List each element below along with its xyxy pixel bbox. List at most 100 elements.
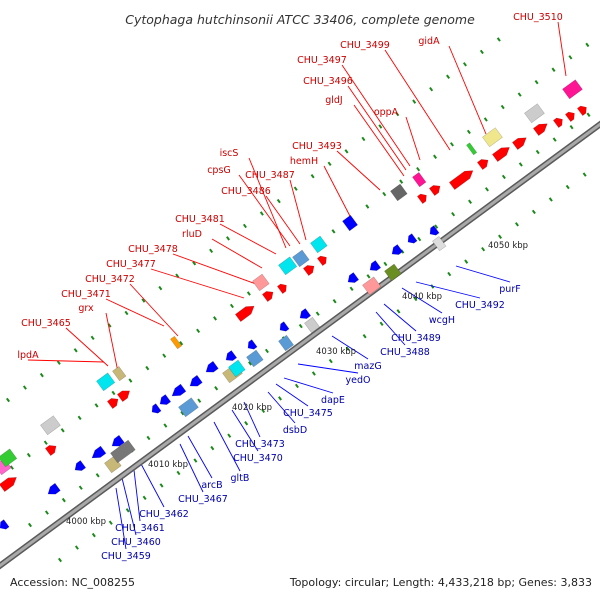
kbp-tick-label: 4020 kbp bbox=[232, 403, 272, 413]
reverse-gene-label: CHU_3467 bbox=[178, 494, 228, 505]
reverse-gene-label: CHU_3475 bbox=[283, 408, 333, 419]
tick-mark bbox=[568, 55, 573, 60]
reverse-gene-label: gltB bbox=[231, 473, 250, 484]
forward-gene-arrow bbox=[511, 137, 527, 150]
forward-gene-label: cpsG bbox=[207, 165, 231, 176]
reverse-gene-arrow bbox=[151, 403, 162, 414]
accession-text: Accession: NC_008255 bbox=[10, 576, 135, 589]
tick-mark bbox=[429, 86, 434, 92]
tick-mark bbox=[517, 92, 522, 97]
tick-mark bbox=[264, 348, 269, 354]
gene-block bbox=[562, 79, 583, 100]
reverse-leader-line bbox=[297, 363, 359, 374]
tick-mark bbox=[344, 149, 349, 154]
label-leaders bbox=[27, 21, 567, 550]
reverse-leader-line bbox=[187, 435, 213, 479]
tick-mark bbox=[412, 99, 417, 104]
reverse-gene-arrow bbox=[0, 519, 10, 530]
tick-mark bbox=[9, 465, 14, 470]
tick-mark bbox=[142, 495, 147, 501]
reverse-gene-arrow bbox=[74, 460, 87, 471]
tick-mark bbox=[548, 197, 553, 202]
forward-gene-label: CHU_3471 bbox=[61, 289, 111, 300]
forward-leader-line bbox=[65, 327, 109, 367]
forward-leader-line bbox=[405, 116, 421, 161]
gene-block bbox=[170, 335, 182, 350]
forward-gene-arrow bbox=[302, 265, 315, 276]
tick-mark bbox=[229, 303, 234, 309]
gene-block bbox=[252, 273, 270, 292]
tick-dots bbox=[6, 37, 591, 563]
tick-mark bbox=[434, 224, 439, 229]
forward-gene-arrow bbox=[564, 111, 575, 122]
forward-leader-line bbox=[347, 85, 407, 171]
forward-gene-label: oppA bbox=[374, 107, 399, 118]
kbp-tick-label: 4040 kbp bbox=[402, 292, 442, 302]
tick-mark bbox=[466, 129, 471, 135]
tick-mark bbox=[433, 154, 438, 159]
gene-block bbox=[384, 263, 402, 282]
tick-mark bbox=[349, 286, 354, 291]
kbp-tick-label: 4030 kbp bbox=[316, 347, 356, 357]
forward-gene-arrow bbox=[476, 159, 489, 170]
reverse-gene-label: CHU_3492 bbox=[455, 300, 505, 311]
reverse-leader-line bbox=[275, 383, 309, 407]
reverse-gene-label: yedO bbox=[346, 375, 371, 386]
reverse-gene-label: CHU_3462 bbox=[139, 509, 189, 520]
forward-gene-label: CHU_3481 bbox=[175, 214, 225, 225]
gene-block bbox=[112, 366, 127, 382]
gene-block bbox=[292, 249, 310, 268]
gene-block bbox=[40, 415, 61, 436]
reverse-leader-line bbox=[115, 487, 127, 550]
map-title: Cytophaga hutchinsonii ATCC 33406, compl… bbox=[125, 12, 475, 27]
reverse-leader-line bbox=[213, 421, 241, 472]
forward-gene-label: hemH bbox=[290, 156, 318, 167]
reverse-leader-line bbox=[455, 265, 511, 283]
reverse-gene-arrow bbox=[299, 308, 312, 319]
tick-mark bbox=[141, 298, 146, 303]
tick-mark bbox=[365, 204, 370, 209]
forward-gene-label: lpdA bbox=[17, 350, 39, 361]
tick-mark bbox=[468, 199, 473, 204]
tick-mark bbox=[514, 222, 519, 227]
tick-mark bbox=[315, 311, 320, 316]
tick-mark bbox=[569, 124, 574, 130]
tick-mark bbox=[416, 166, 421, 172]
tick-mark bbox=[248, 361, 253, 366]
forward-leader-line bbox=[129, 283, 179, 337]
tick-mark bbox=[552, 137, 557, 142]
gene-block bbox=[482, 127, 503, 148]
gene-block bbox=[246, 349, 264, 368]
tick-mark bbox=[328, 358, 333, 364]
forward-gene-arrow bbox=[234, 305, 255, 322]
tick-mark bbox=[213, 316, 218, 321]
reverse-gene-arrow bbox=[171, 383, 187, 397]
tick-mark bbox=[332, 299, 337, 304]
tick-mark bbox=[293, 186, 298, 191]
tick-mark bbox=[518, 162, 523, 167]
gene-block bbox=[310, 235, 328, 254]
reverse-leader-line bbox=[133, 469, 141, 522]
tick-mark bbox=[246, 291, 251, 296]
reverse-gene-arrow bbox=[189, 374, 203, 387]
forward-leader-line bbox=[211, 238, 263, 269]
forward-gene-label: CHU_3486 bbox=[221, 186, 271, 197]
gene-block bbox=[278, 334, 294, 352]
tick-mark bbox=[26, 452, 31, 458]
forward-gene-label: iscS bbox=[220, 148, 239, 159]
tick-mark bbox=[163, 423, 168, 428]
forward-gene-arrow bbox=[0, 477, 17, 492]
tick-mark bbox=[77, 415, 82, 421]
tick-mark bbox=[175, 273, 180, 278]
forward-gene-label: rluD bbox=[182, 229, 202, 240]
tick-mark bbox=[586, 112, 591, 117]
tick-mark bbox=[399, 179, 404, 184]
forward-gene-arrow bbox=[106, 398, 119, 409]
tick-mark bbox=[227, 433, 232, 438]
backbone bbox=[0, 120, 600, 570]
forward-gene-label: CHU_3497 bbox=[297, 55, 347, 66]
tick-mark bbox=[446, 74, 451, 79]
tick-mark bbox=[534, 79, 539, 85]
reverse-leader-line bbox=[331, 335, 369, 360]
